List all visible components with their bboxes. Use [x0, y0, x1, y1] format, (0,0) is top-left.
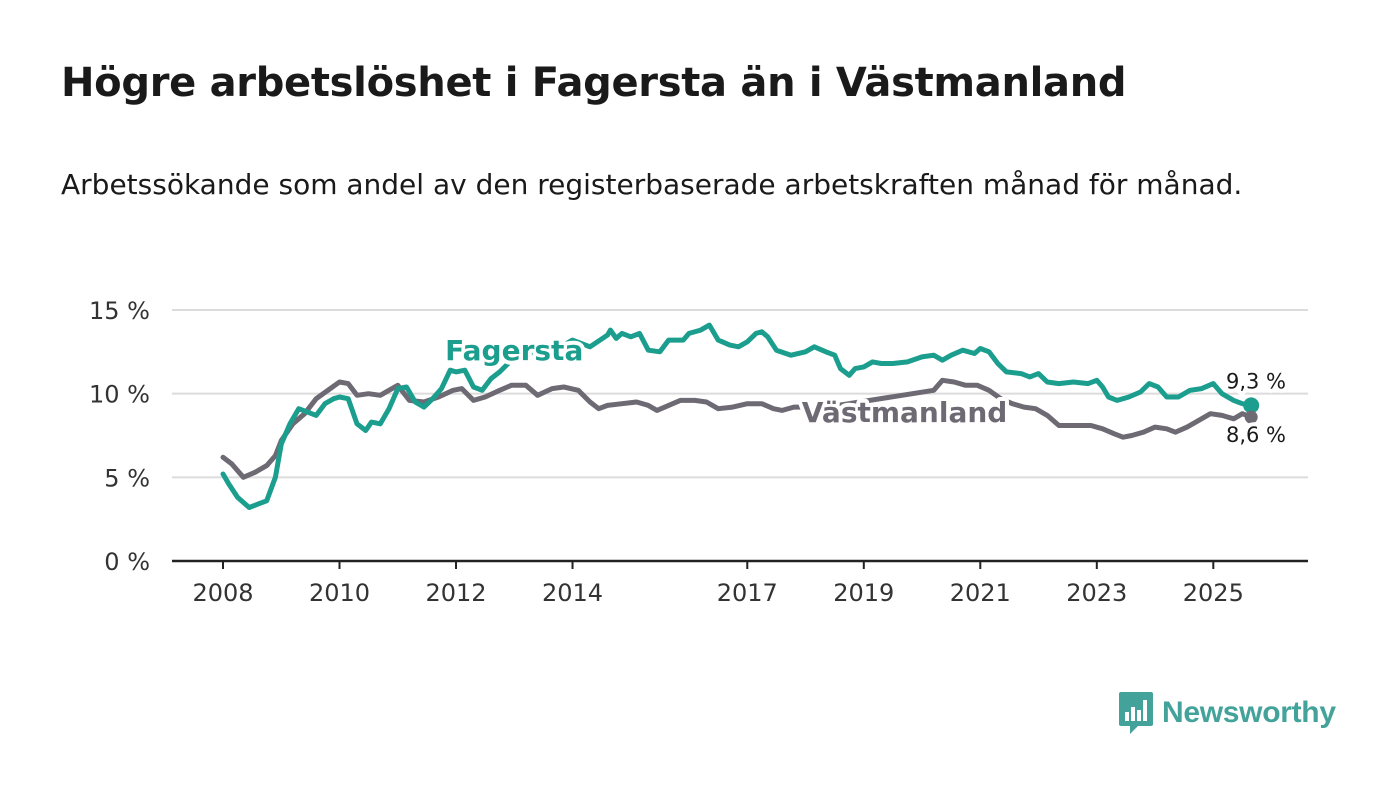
- x-tick-label: 2008: [192, 579, 253, 607]
- chart-subtitle: Arbetssökande som andel av den registerb…: [61, 168, 1243, 201]
- newsworthy-logo-icon: [1119, 692, 1153, 734]
- end-marker-fagersta: [1243, 397, 1260, 414]
- newsworthy-logo: Newsworthy: [1118, 690, 1336, 736]
- series-labels: Fagersta Västmanland 9,3 % 8,6 %: [441, 330, 1290, 451]
- x-tick-label: 2023: [1066, 579, 1127, 607]
- y-axis-labels: 0 % 5 % 10 % 15 %: [89, 297, 150, 576]
- y-tick-label: 15 %: [89, 297, 150, 325]
- series-label-vastmanland: Västmanland: [802, 396, 1008, 429]
- x-axis-labels: 2008 2010 2012 2014 2017 2019 2021 2023 2025: [192, 561, 1244, 607]
- series-lines: [220, 322, 1260, 510]
- x-tick-label: 2019: [833, 579, 894, 607]
- line-chart: 0 %5 %10 %15 % 2008 2010 2012 2014 2017 2019 2…: [89, 297, 1308, 607]
- newsworthy-wordmark: Newsworthy: [1162, 696, 1336, 729]
- x-tick-label: 2012: [425, 579, 486, 607]
- x-tick-label: 2010: [309, 579, 370, 607]
- y-tick-label: 5 %: [104, 464, 150, 492]
- series-line-fagersta: [220, 322, 1254, 510]
- x-tick-label: 2014: [542, 579, 603, 607]
- end-value-vastmanland: 8,6 %: [1226, 423, 1286, 447]
- y-tick-label: 10 %: [89, 381, 150, 409]
- y-tick-label: 0 %: [104, 548, 150, 576]
- x-tick-label: 2017: [717, 579, 778, 607]
- x-tick-label: 2021: [950, 579, 1011, 607]
- end-value-fagersta: 9,3 %: [1226, 370, 1286, 394]
- series-line-v-stmanland: [220, 377, 1254, 480]
- chart-title: Högre arbetslöshet i Fagersta än i Västm…: [61, 60, 1127, 106]
- x-tick-label: 2025: [1183, 579, 1244, 607]
- series-label-fagersta: Fagersta: [445, 334, 583, 367]
- end-marker-v-stmanland: [1244, 410, 1258, 424]
